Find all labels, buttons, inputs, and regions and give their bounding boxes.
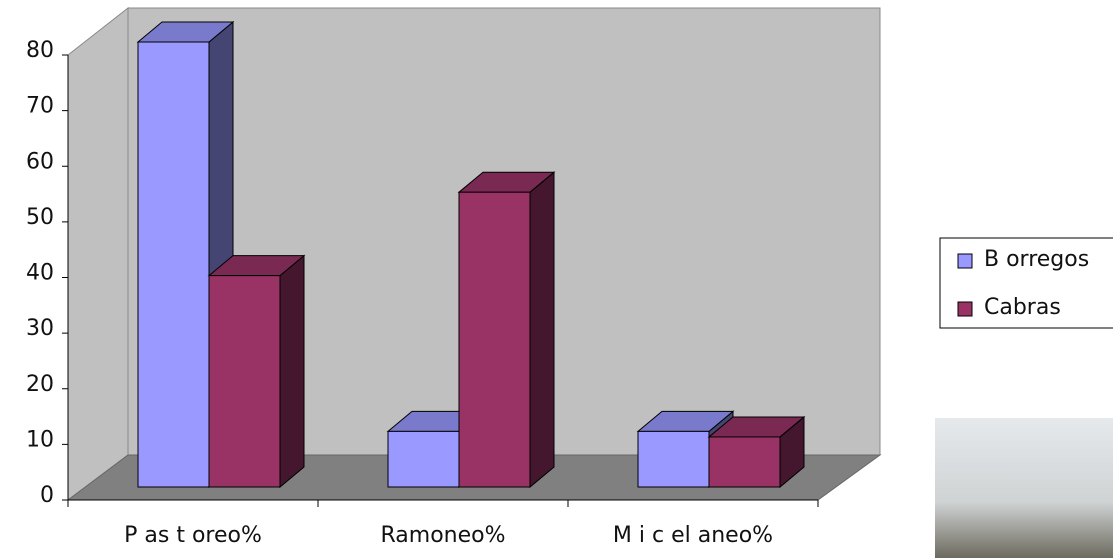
y-tick-label: 50: [26, 205, 54, 230]
legend: B orregos Cabras: [939, 237, 1113, 329]
x-tick-label: P as t oreo%: [124, 523, 262, 548]
bar-front: [458, 191, 531, 488]
photo-fragment: [935, 418, 1113, 558]
y-tick-label: 80: [26, 38, 54, 63]
bar: [207, 254, 306, 489]
legend-swatch: [957, 253, 973, 269]
y-tick-label: 10: [26, 427, 54, 452]
legend-swatch: [957, 301, 973, 317]
bar-front: [208, 275, 281, 488]
y-tick-label: 40: [26, 261, 54, 286]
legend-label: B orregos: [984, 247, 1089, 272]
bar: [457, 171, 556, 489]
x-tick-label: Ramoneo%: [380, 523, 505, 548]
bar-front: [387, 430, 460, 488]
bar-side: [529, 171, 555, 489]
bar-front: [637, 430, 710, 488]
y-tick-label: 20: [26, 372, 54, 397]
bar-front: [708, 436, 781, 488]
y-tick-label: 60: [26, 149, 54, 174]
y-tick-label: 70: [26, 94, 54, 119]
side-wall: [67, 6, 129, 501]
legend-label: Cabras: [984, 295, 1061, 320]
x-tick-label: M i c el aneo%: [613, 523, 773, 548]
bar: [707, 415, 806, 489]
y-tick-label: 30: [26, 316, 54, 341]
bar-front: [137, 41, 210, 488]
y-tick-label: 0: [40, 483, 54, 508]
bar-side: [279, 254, 305, 489]
